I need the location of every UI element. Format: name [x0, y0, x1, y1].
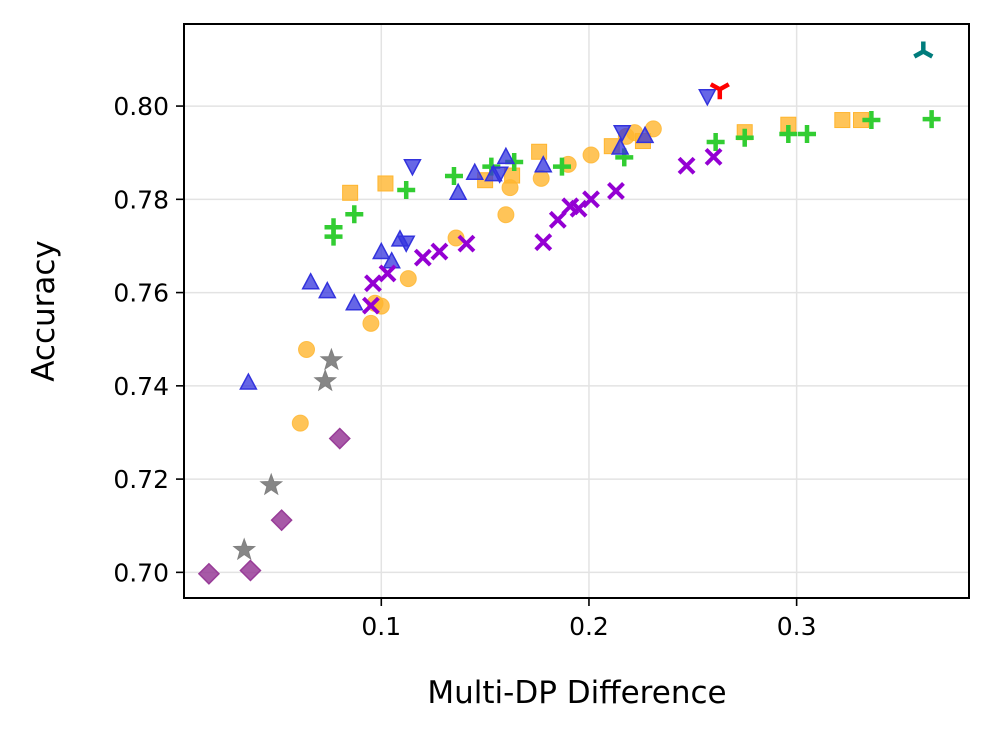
- data-point-green-plus: [862, 111, 881, 130]
- data-point-teal-tri-up: [913, 41, 934, 59]
- y-tick-label: 0.78: [113, 185, 169, 214]
- y-tick-label: 0.72: [113, 465, 169, 494]
- data-point-orange-circles: [582, 146, 600, 164]
- data-point-green-plus: [706, 132, 725, 151]
- data-point-purple-diamonds: [270, 509, 293, 532]
- data-point-blue-triangles-up: [610, 137, 630, 155]
- data-point-blue-triangles-up: [301, 272, 320, 290]
- data-point-orange-circles: [298, 340, 316, 358]
- data-point-purple-x: [457, 234, 476, 253]
- data-point-blue-triangles-down: [612, 124, 632, 143]
- grid: [184, 24, 969, 598]
- data-point-purple-x: [413, 248, 432, 267]
- axis-ticks: 0.1 0.2 0.3 0.70 0.72 0.74 0.76 0.78 0.80: [113, 92, 816, 641]
- data-point-orange-squares: [377, 175, 394, 192]
- data-point-orange-circles: [447, 229, 465, 247]
- data-point-green-plus: [552, 157, 571, 176]
- x-tick-label: 0.1: [361, 612, 401, 641]
- data-point-blue-triangles-up: [496, 146, 516, 165]
- data-point-orange-circles: [291, 414, 309, 432]
- data-point-green-plus: [397, 180, 416, 199]
- data-point-gray-stars: [259, 472, 284, 496]
- plot-frame: [183, 23, 970, 599]
- data-point-blue-triangles-up: [318, 281, 337, 299]
- data-point-green-plus: [779, 125, 798, 144]
- data-point-purple-x: [361, 296, 380, 315]
- y-tick-label: 0.76: [113, 279, 169, 308]
- data-point-blue-triangles-up: [239, 372, 258, 390]
- data-point-blue-triangles-down: [490, 166, 509, 184]
- data-point-green-plus: [444, 167, 463, 186]
- data-point-blue-triangles-down: [396, 235, 416, 253]
- plot-area-background: [184, 24, 969, 598]
- data-point-purple-x: [378, 264, 397, 283]
- data-point-orange-circles: [362, 314, 380, 332]
- y-axis-label: Accuracy: [26, 240, 62, 382]
- data-point-gray-stars: [319, 347, 344, 371]
- data-point-purple-x: [430, 242, 449, 261]
- data-point-purple-diamonds: [328, 427, 351, 450]
- data-points: [197, 41, 941, 585]
- x-tick-label: 0.2: [569, 612, 609, 641]
- data-point-red-tri-down: [709, 82, 730, 100]
- data-point-purple-diamonds: [239, 559, 262, 582]
- data-point-purple-diamonds: [197, 562, 220, 585]
- data-point-orange-circles: [399, 270, 417, 288]
- data-point-blue-triangles-down: [403, 159, 422, 177]
- data-point-purple-x: [548, 210, 567, 229]
- data-point-orange-circles: [497, 206, 515, 224]
- data-point-purple-x: [569, 199, 588, 218]
- data-point-green-plus: [345, 205, 364, 224]
- data-point-orange-squares: [342, 184, 359, 201]
- data-point-green-plus: [324, 227, 343, 246]
- x-axis-label: Multi-DP Difference: [427, 675, 726, 711]
- y-tick-label: 0.74: [113, 372, 169, 401]
- data-point-blue-triangles-up: [345, 293, 364, 311]
- data-point-blue-triangles-up: [372, 241, 391, 260]
- data-point-purple-x: [582, 190, 600, 209]
- data-point-blue-triangles-up: [448, 182, 468, 201]
- data-point-purple-x: [534, 233, 553, 252]
- data-point-orange-squares: [834, 112, 851, 129]
- y-tick-label: 0.70: [113, 558, 169, 587]
- data-point-orange-circles: [532, 169, 550, 187]
- y-tick-label: 0.80: [113, 92, 169, 121]
- data-point-green-plus: [798, 125, 817, 144]
- data-point-green-plus: [922, 110, 941, 129]
- data-point-blue-triangles-up: [635, 125, 655, 144]
- data-point-purple-x: [704, 147, 723, 166]
- data-point-green-plus: [735, 128, 754, 147]
- data-point-blue-triangles-up: [534, 155, 553, 173]
- data-point-gray-stars: [232, 537, 257, 561]
- data-point-purple-x: [364, 274, 382, 293]
- data-point-gray-stars: [313, 368, 338, 392]
- data-point-purple-x: [677, 156, 696, 175]
- data-point-orange-squares: [531, 143, 548, 160]
- data-point-blue-triangles-up: [465, 162, 484, 180]
- data-point-purple-x: [607, 182, 625, 200]
- x-tick-label: 0.3: [777, 612, 817, 641]
- data-point-blue-triangles-down: [698, 89, 717, 107]
